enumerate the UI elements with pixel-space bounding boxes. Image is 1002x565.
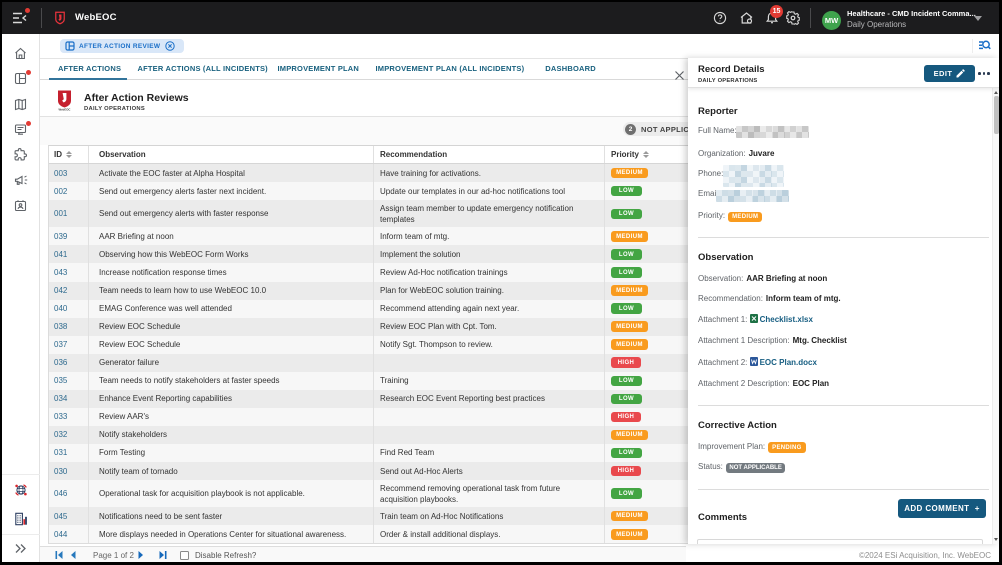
svg-text:WebEOC: WebEOC: [59, 108, 71, 112]
